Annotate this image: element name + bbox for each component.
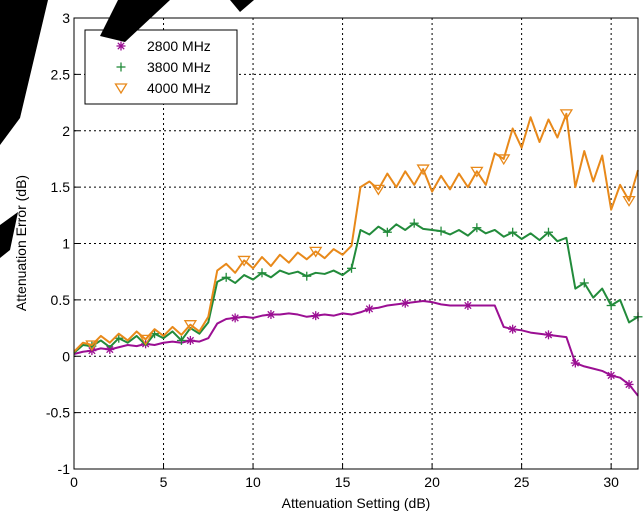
- black-stroke-lower-fragment: [0, 212, 18, 258]
- x-tick-label-0: 0: [70, 474, 78, 490]
- black-stroke-left-fragment: [0, 0, 48, 145]
- series-2-point-8: [497, 154, 511, 166]
- series-0-point-9: [463, 301, 473, 311]
- series-0-point-10: [508, 324, 518, 334]
- x-tick-label-3: 15: [335, 474, 351, 490]
- black-stroke-corner-fragment: [230, 0, 254, 12]
- series-2-point-4: [309, 246, 323, 258]
- series-1-point-1: [114, 333, 124, 343]
- series-1-point-14: [579, 278, 589, 288]
- series-2-point-2: [183, 320, 198, 331]
- series-0-point-6: [311, 311, 321, 321]
- y-tick-label-6: 2: [62, 123, 70, 139]
- series-2-point-5: [371, 184, 386, 196]
- y-tick-label-4: 1: [62, 236, 70, 252]
- series-1-point-15: [606, 301, 616, 311]
- legend-marker-2: [114, 83, 128, 95]
- legend-entry-2: 4000 MHz: [114, 80, 211, 96]
- series-0-point-11: [543, 330, 553, 340]
- x-axis-ticks: 0 5 10 15 20 25 30: [70, 464, 619, 490]
- y-tick-label-7: 2.5: [51, 66, 71, 82]
- series-2-point-7: [470, 166, 484, 178]
- series-1-point-12: [508, 227, 518, 237]
- x-tick-label-4: 20: [424, 474, 440, 490]
- legend-marker-0: [116, 41, 126, 51]
- legend-entry-0: 2800 MHz: [116, 38, 211, 54]
- legend-entry-1: 3800 MHz: [116, 59, 211, 75]
- series-2-point-6: [416, 164, 430, 176]
- legend-label-1: 3800 MHz: [147, 59, 211, 75]
- series-1-point-3: [176, 335, 186, 345]
- y-tick-label-2: 0: [62, 348, 70, 364]
- x-tick-label-1: 5: [160, 474, 168, 490]
- series-2-point-3: [237, 255, 251, 267]
- series-0-point-13: [606, 370, 616, 380]
- black-stroke-top-fragment: [100, 0, 170, 42]
- y-axis-ticks: -1 -0.5 0 0.5 1 1.5 2 2.5 3: [46, 10, 79, 477]
- series-0-point-8: [400, 298, 410, 308]
- series-3800-mhz: [73, 218, 643, 354]
- series-0-point-5: [266, 310, 276, 320]
- x-tick-label-2: 10: [245, 474, 261, 490]
- y-tick-label-3: 0.5: [51, 292, 71, 308]
- series-0-point-7: [364, 304, 374, 314]
- legend-label-0: 2800 MHz: [147, 38, 211, 54]
- legend-marker-1: [116, 62, 126, 72]
- series-1-point-9: [409, 218, 419, 228]
- series-0-point-3: [185, 335, 195, 345]
- series-1-point-5: [257, 268, 267, 278]
- series-1-point-6: [302, 271, 312, 281]
- series-1-point-8: [382, 227, 392, 237]
- series-4000-mhz: [73, 109, 639, 353]
- series-line-1: [73, 222, 639, 354]
- y-axis-label: Attenuation Error (dB): [13, 175, 29, 311]
- y-tick-label-5: 1.5: [51, 179, 71, 195]
- series-0-point-4: [230, 313, 240, 323]
- series-2-point-10: [622, 196, 636, 207]
- y-tick-label-1: -0.5: [46, 405, 70, 421]
- series-2-point-9: [559, 109, 574, 121]
- series-2-point-1: [138, 334, 153, 346]
- series-1-point-13: [543, 227, 553, 237]
- series-1-point-10: [436, 226, 446, 236]
- series-0-point-14: [624, 379, 634, 389]
- y-tick-label-0: -1: [58, 461, 71, 477]
- y-tick-label-8: 3: [62, 10, 70, 26]
- series-1-point-11: [472, 223, 482, 233]
- series-1-point-7: [347, 263, 357, 273]
- series-1-point-4: [221, 272, 231, 282]
- x-axis-label: Attenuation Setting (dB): [282, 495, 431, 511]
- legend-box: [84, 29, 238, 105]
- legend: 2800 MHz 3800 MHz 4000 MHz: [84, 29, 238, 105]
- diagonal-stroke-overlay: [0, 0, 254, 258]
- series-layer: [73, 109, 643, 397]
- x-tick-label-5: 25: [514, 474, 530, 490]
- legend-label-2: 4000 MHz: [147, 80, 211, 96]
- series-0-point-12: [570, 358, 580, 368]
- series-line-2: [73, 112, 639, 353]
- x-tick-label-6: 30: [603, 474, 619, 490]
- series-2-point-0: [85, 340, 99, 352]
